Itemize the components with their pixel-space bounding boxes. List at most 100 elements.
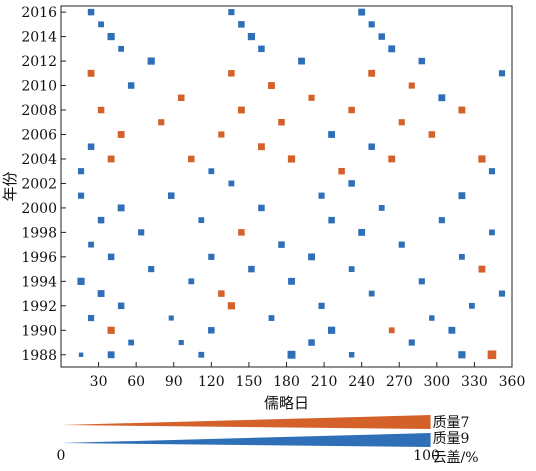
legend: 质量7 质量9 0 100 云盖/% [57,415,479,466]
data-point-1999-112-48 [198,217,205,224]
y-tick-label-1992: 1992 [21,299,57,315]
data-point-2008-320-82 [458,106,466,114]
data-point-1991-24-16 [87,314,95,322]
data-point-2000-160-52 [258,204,265,212]
y-axis-title: 年份 [1,171,19,201]
data-point-2009-200-84 [308,94,315,101]
data-point-1988-16-0 [78,352,84,357]
data-point-1996-40-36 [107,253,115,261]
data-point-1988-320-5 [458,351,466,359]
data-point-2013-48-96 [118,45,125,52]
data-point-2010-56-86 [127,82,135,89]
data-point-1993-352-27 [498,290,506,297]
data-point-2011-136-90 [228,70,235,77]
legend-wedge-quality-9 [61,433,431,447]
legend-label-quality-9: 质量9 [433,431,470,447]
data-point-2009-96-83 [178,94,185,102]
data-point-2004-184-66 [287,155,296,163]
data-point-1995-152-33 [248,265,255,273]
data-point-2012-192-94 [298,57,305,65]
x-tick-label-360: 360 [499,374,526,390]
legend-size-max: 100 [413,448,440,464]
data-point-1989-280-10 [408,339,415,346]
data-point-2015-32-102 [98,21,104,28]
data-point-1997-24-40 [88,241,94,248]
y-tick-label-2012: 2012 [21,54,57,70]
x-tick-label-300: 300 [423,374,450,390]
data-point-1992-48-20 [117,302,125,310]
data-point-2004-336-68 [478,155,486,163]
data-point-1988-344-6 [487,350,497,360]
data-point-1991-168-18 [268,315,275,321]
x-axis: 30 60 90 120 150 180 210 240 270 300 330 360 [90,362,526,390]
data-point-1991-88-17 [168,315,174,321]
x-tick-label-150: 150 [236,374,263,390]
data-point-1988-184-3 [287,350,296,359]
data-point-2004-264-67 [388,155,396,163]
data-point-2001-88-55 [167,192,175,199]
data-point-2000-256-53 [378,205,385,211]
y-tick-label-2016: 2016 [21,5,57,21]
y-tick-label-2004: 2004 [21,152,57,168]
y-tick-label-1994: 1994 [21,274,57,290]
data-point-2005-160-70 [258,143,265,151]
y-tick-label-2002: 2002 [21,176,57,192]
data-point-2014-256-101 [378,33,385,40]
data-point-1999-216-49 [328,216,335,224]
data-point-1994-104-29 [188,278,195,285]
data-point-1999-32-47 [97,216,105,224]
data-point-1992-136-21 [227,302,235,310]
y-tick-label-2014: 2014 [21,30,57,46]
y-tick-label-1990: 1990 [21,323,57,339]
data-point-1994-288-31 [418,278,425,285]
data-point-2002-232-59 [348,180,355,187]
x-tick-label-210: 210 [311,374,338,390]
data-point-2007-272-78 [398,119,405,126]
data-point-2001-16-54 [77,192,85,199]
y-axis: 1988 1990 1992 1994 1996 1998 2000 2002 2004 2006… [21,5,66,364]
data-point-1993-128-25 [218,290,225,297]
x-tick-label-270: 270 [386,374,413,390]
legend-label-quality-7: 质量7 [433,415,470,431]
data-point-2011-248-91 [368,69,376,77]
data-point-2005-248-71 [368,143,375,150]
data-point-2008-232-81 [348,106,355,114]
data-point-2007-80-76 [158,119,165,126]
data-point-1996-200-38 [308,253,315,261]
data-point-2010-280-88 [408,82,415,89]
y-tick-label-1988: 1988 [21,348,57,364]
data-point-2008-144-80 [237,106,245,114]
data-point-2010-168-87 [268,82,275,89]
data-point-1996-320-39 [458,253,465,260]
data-point-1988-112-2 [198,351,205,358]
data-point-2014-40-99 [107,32,115,41]
data-point-2006-296-75 [428,131,436,138]
data-point-2006-128-73 [218,131,225,138]
legend-size-unit: 云盖/% [433,450,479,466]
data-point-2003-344-63 [488,168,496,175]
data-point-2011-352-92 [498,70,506,77]
data-point-1990-264-14 [388,327,395,334]
data-point-2005-24-69 [87,143,95,150]
data-point-1990-312-15 [448,326,456,334]
y-tick-label-2000: 2000 [21,201,57,217]
data-point-1988-40-1 [107,351,115,359]
y-tick-label-1996: 1996 [21,250,57,266]
data-point-1995-336-35 [478,265,486,273]
y-tick-label-2010: 2010 [21,79,57,95]
data-point-1988-232-4 [348,352,355,358]
data-point-2001-208-56 [318,192,325,199]
data-point-1998-240-45 [358,228,366,236]
data-point-2013-160-97 [258,45,265,53]
data-point-1996-120-37 [208,253,215,260]
data-point-2003-224-62 [338,167,345,175]
data-point-1995-72-32 [148,266,155,273]
data-point-2012-72-93 [147,57,155,65]
data-point-2011-24-89 [87,69,95,77]
data-point-1989-96-8 [178,339,184,346]
data-point-2006-48-72 [117,131,125,138]
y-tick-label-2008: 2008 [21,103,57,119]
data-point-1992-208-22 [318,302,325,309]
